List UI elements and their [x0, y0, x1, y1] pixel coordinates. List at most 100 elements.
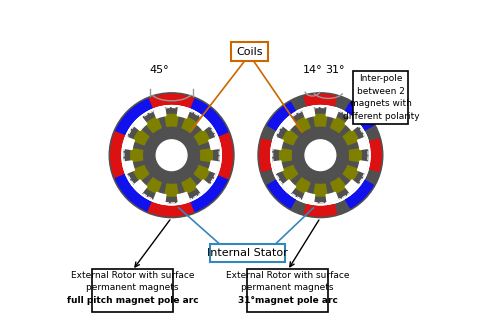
Wedge shape — [273, 138, 283, 149]
Wedge shape — [313, 184, 328, 201]
Wedge shape — [354, 126, 364, 140]
Wedge shape — [326, 192, 338, 202]
Text: full pitch magnet pole arc: full pitch magnet pole arc — [66, 296, 198, 305]
Wedge shape — [331, 112, 349, 132]
FancyBboxPatch shape — [231, 42, 268, 61]
Wedge shape — [124, 161, 134, 173]
Wedge shape — [208, 138, 219, 149]
Wedge shape — [154, 192, 166, 202]
Wedge shape — [336, 111, 349, 122]
Circle shape — [294, 128, 348, 182]
Circle shape — [122, 105, 222, 205]
Wedge shape — [274, 148, 291, 163]
Wedge shape — [134, 118, 147, 131]
Wedge shape — [191, 99, 228, 136]
Wedge shape — [292, 178, 310, 198]
Text: 31°: 31° — [325, 65, 344, 75]
Wedge shape — [292, 112, 310, 132]
Wedge shape — [302, 108, 314, 118]
Wedge shape — [268, 180, 295, 208]
Wedge shape — [336, 188, 349, 199]
Wedge shape — [268, 102, 295, 130]
Wedge shape — [124, 108, 219, 203]
Wedge shape — [358, 138, 368, 149]
Circle shape — [122, 106, 221, 205]
Circle shape — [124, 107, 220, 203]
Wedge shape — [142, 178, 161, 198]
Text: Coils: Coils — [236, 46, 262, 57]
Wedge shape — [354, 171, 364, 185]
Wedge shape — [122, 106, 221, 205]
Wedge shape — [326, 108, 338, 118]
Wedge shape — [116, 99, 152, 136]
Wedge shape — [291, 111, 304, 122]
Wedge shape — [124, 148, 130, 162]
Wedge shape — [165, 197, 178, 203]
Wedge shape — [208, 161, 219, 173]
Wedge shape — [182, 112, 201, 132]
Text: External Rotor with surface
permanent magnets: External Rotor with surface permanent ma… — [226, 271, 350, 292]
Circle shape — [273, 108, 368, 203]
Wedge shape — [164, 184, 179, 201]
Wedge shape — [188, 111, 201, 122]
Wedge shape — [345, 118, 358, 131]
Wedge shape — [369, 139, 381, 172]
Wedge shape — [116, 174, 152, 212]
Wedge shape — [194, 126, 214, 145]
Wedge shape — [154, 108, 166, 118]
Wedge shape — [164, 109, 179, 126]
Wedge shape — [271, 106, 370, 204]
Wedge shape — [273, 161, 283, 173]
Wedge shape — [178, 108, 190, 118]
Wedge shape — [122, 106, 221, 204]
FancyBboxPatch shape — [210, 244, 285, 262]
Wedge shape — [283, 180, 296, 193]
Wedge shape — [111, 132, 125, 179]
Wedge shape — [278, 126, 297, 145]
Wedge shape — [142, 188, 156, 199]
Wedge shape — [128, 171, 138, 185]
Wedge shape — [273, 148, 278, 162]
Wedge shape — [165, 108, 178, 113]
Wedge shape — [314, 197, 327, 203]
Wedge shape — [346, 180, 374, 208]
Circle shape — [156, 140, 187, 171]
Wedge shape — [343, 126, 363, 145]
FancyBboxPatch shape — [92, 269, 173, 312]
Circle shape — [124, 108, 219, 203]
Text: Inter-pole
between 2
magnets with
different polarity: Inter-pole between 2 magnets with differ… — [342, 74, 419, 121]
Wedge shape — [346, 102, 374, 130]
Wedge shape — [362, 148, 368, 162]
Wedge shape — [188, 188, 201, 199]
Wedge shape — [343, 165, 363, 184]
Wedge shape — [129, 165, 149, 184]
Wedge shape — [271, 106, 370, 205]
Circle shape — [271, 106, 370, 205]
Circle shape — [272, 107, 368, 203]
Wedge shape — [142, 112, 161, 132]
Wedge shape — [304, 94, 336, 107]
Wedge shape — [148, 202, 195, 216]
Wedge shape — [302, 192, 314, 202]
Circle shape — [258, 93, 383, 218]
Circle shape — [144, 128, 199, 182]
Text: 14°: 14° — [302, 65, 322, 75]
Text: 31°magnet pole arc: 31°magnet pole arc — [238, 296, 338, 305]
Wedge shape — [128, 126, 138, 140]
Wedge shape — [124, 138, 134, 149]
Wedge shape — [196, 118, 209, 131]
Wedge shape — [331, 178, 349, 198]
Wedge shape — [218, 132, 232, 179]
Circle shape — [305, 140, 336, 171]
Wedge shape — [194, 165, 214, 184]
Wedge shape — [205, 171, 216, 185]
Wedge shape — [314, 108, 327, 113]
Wedge shape — [200, 148, 218, 163]
Wedge shape — [350, 148, 366, 163]
Wedge shape — [278, 165, 297, 184]
Wedge shape — [142, 111, 156, 122]
Wedge shape — [214, 148, 219, 162]
Circle shape — [109, 93, 234, 218]
Wedge shape — [283, 118, 296, 131]
Wedge shape — [129, 126, 149, 145]
